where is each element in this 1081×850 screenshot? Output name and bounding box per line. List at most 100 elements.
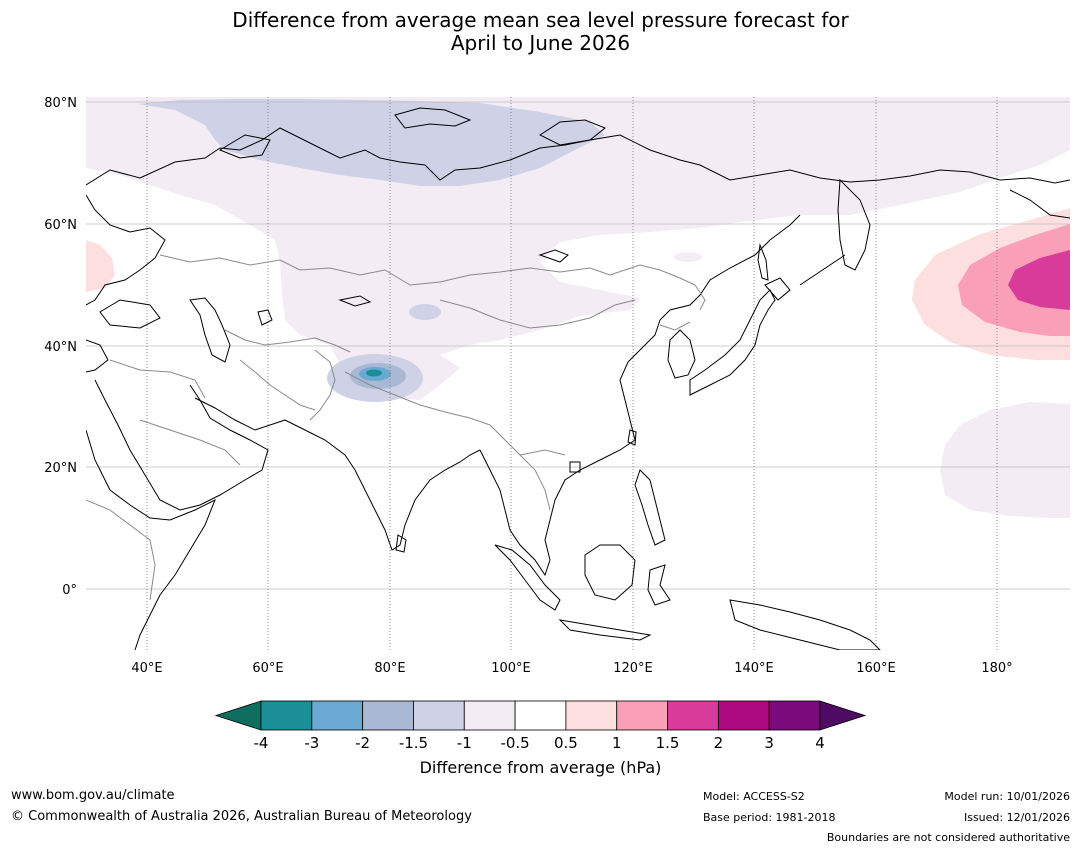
coastline-hokkaido	[764, 277, 791, 301]
lat-label-20: 20°N	[44, 461, 77, 476]
grid-lines	[86, 97, 1070, 650]
colorbar-tick-label: -2	[355, 734, 370, 752]
coastline-taymyr	[538, 119, 606, 146]
anomaly-region-plus15-pacific	[1008, 250, 1070, 310]
colorbar-over-arrow	[819, 700, 867, 731]
colorbar-segment	[260, 700, 313, 731]
colorbar: -4 -3 -2 -1.5 -1 -0.5 0.5 1 1.5 2 3 4	[214, 700, 867, 752]
colorbar-tick-label: -0.5	[500, 734, 529, 752]
border-india-china	[344, 371, 491, 426]
coastline-korea	[667, 329, 696, 379]
footer-disclaimer: Boundaries are not considered authoritat…	[826, 831, 1070, 844]
border-russia-kazakhstan	[159, 254, 386, 276]
coastline-java	[558, 619, 652, 641]
title-line-2: April to June 2026	[450, 31, 631, 55]
footer-website[interactable]: www.bom.gov.au/climate	[11, 788, 175, 803]
border-north-korea	[659, 321, 691, 331]
map-svg: 80°N 60°N 40°N 20°N 0° 40°E 60°E 80°E 10…	[44, 96, 1070, 676]
border-indochina	[489, 424, 551, 511]
colorbar-segment	[362, 700, 414, 731]
coastline-kamchatka	[837, 178, 871, 271]
coastline-arctic	[86, 127, 1070, 186]
country-borders	[86, 254, 706, 601]
coastline-caspian	[189, 297, 231, 363]
lat-label-60: 60°N	[44, 218, 77, 233]
coastline-indochina	[479, 439, 636, 577]
border-iran-afghanistan	[239, 359, 316, 411]
coastline-novaya-zemlya	[394, 107, 472, 129]
colorbar-tick-label: 2	[714, 734, 724, 752]
coastline-lake-balkhash	[338, 295, 372, 307]
colorbar-under-arrow	[214, 700, 262, 731]
coastline-sakhalin	[757, 243, 769, 281]
coastline-borneo	[584, 544, 636, 601]
anomaly-region-plus05-europe	[86, 240, 115, 292]
footer-copyright: © Commonwealth of Australia 2026, Austra…	[11, 809, 472, 824]
lon-label-100e: 100°E	[491, 661, 531, 676]
lat-label-40: 40°N	[44, 340, 77, 355]
coastline-persian-gulf	[194, 397, 286, 431]
colorbar-tick-label: -1.5	[399, 734, 428, 752]
lat-axis: 80°N 60°N 40°N 20°N 0°	[44, 96, 77, 598]
colorbar-tick-label: 1	[612, 734, 622, 752]
coastline-philippines	[634, 469, 666, 546]
title-line-1: Difference from average mean sea level p…	[232, 8, 849, 32]
lon-label-60e: 60°E	[252, 661, 283, 676]
lon-axis: 40°E 60°E 80°E 100°E 120°E 140°E 160°E 1…	[131, 661, 1012, 676]
coastline-taiwan	[627, 429, 637, 446]
colorbar-tick-label: -3	[304, 734, 319, 752]
coastline-middle-east	[86, 339, 109, 373]
colorbar-segment	[514, 700, 567, 731]
colorbar-segment	[463, 700, 516, 731]
coastline-africa	[86, 429, 216, 650]
lat-label-80: 80°N	[44, 96, 77, 111]
footer-base-period: Base period: 1981-2018	[703, 811, 836, 824]
coastline-sulawesi	[647, 564, 671, 606]
coastline-japan	[689, 289, 776, 396]
coastline-arabia	[94, 379, 269, 511]
colorbar-tick-label: 4	[815, 734, 825, 752]
coastline-lake-baikal	[538, 249, 569, 263]
map-title: Difference from average mean sea level p…	[0, 9, 1081, 55]
coastline-svalbard	[218, 134, 271, 159]
border-africa	[86, 499, 156, 601]
lon-label-180: 180°	[981, 661, 1012, 676]
colorbar-segment	[413, 700, 465, 731]
coastline-aral	[257, 309, 273, 326]
colorbar-segment	[667, 700, 719, 731]
anomaly-spot-minus1-north-pacific	[674, 252, 702, 262]
anomaly-region-minus4-tibet	[366, 369, 382, 377]
coastline-new-guinea	[729, 599, 881, 650]
colorbar-ticks: -4 -3 -2 -1.5 -1 -0.5 0.5 1 1.5 2 3 4	[254, 734, 825, 752]
anomaly-region-minus15-north	[138, 99, 605, 186]
coastline-north-america	[1009, 189, 1070, 219]
lon-label-80e: 80°E	[374, 661, 405, 676]
lon-label-160e: 160°E	[856, 661, 896, 676]
colorbar-segment	[616, 700, 668, 731]
anomaly-spot-minus15	[409, 304, 441, 320]
coastline-china	[619, 214, 801, 441]
coastline-hainan	[569, 461, 581, 473]
border-arabia	[139, 419, 241, 466]
colorbar-title: Difference from average (hPa)	[419, 758, 662, 777]
lon-label-40e: 40°E	[131, 661, 162, 676]
lon-label-120e: 120°E	[613, 661, 653, 676]
map-figure: 80°N 60°N 40°N 20°N 0° 40°E 60°E 80°E 10…	[44, 96, 1070, 676]
coastline-kurils	[799, 254, 846, 286]
coastline-black-sea	[99, 299, 161, 329]
border-russia-mongolia	[384, 264, 706, 311]
border-pakistan-india	[309, 349, 336, 421]
border-central-asia	[224, 329, 351, 353]
footer-issued: Issued: 12/01/2026	[963, 811, 1070, 824]
pressure-anomaly-shading	[86, 97, 1070, 518]
colorbar-segment	[717, 700, 770, 731]
colorbar-tick-label: 0.5	[554, 734, 578, 752]
colorbar-segment	[768, 700, 821, 731]
footer-model: Model: ACCESS-S2	[703, 790, 805, 803]
colorbar-segment	[311, 700, 364, 731]
lat-label-0: 0°	[62, 583, 77, 598]
border-middle-east	[109, 359, 206, 399]
anomaly-region-minus1-pacific	[940, 402, 1070, 518]
colorbar-tick-label: 1.5	[656, 734, 680, 752]
coastline-sri-lanka	[395, 534, 407, 553]
